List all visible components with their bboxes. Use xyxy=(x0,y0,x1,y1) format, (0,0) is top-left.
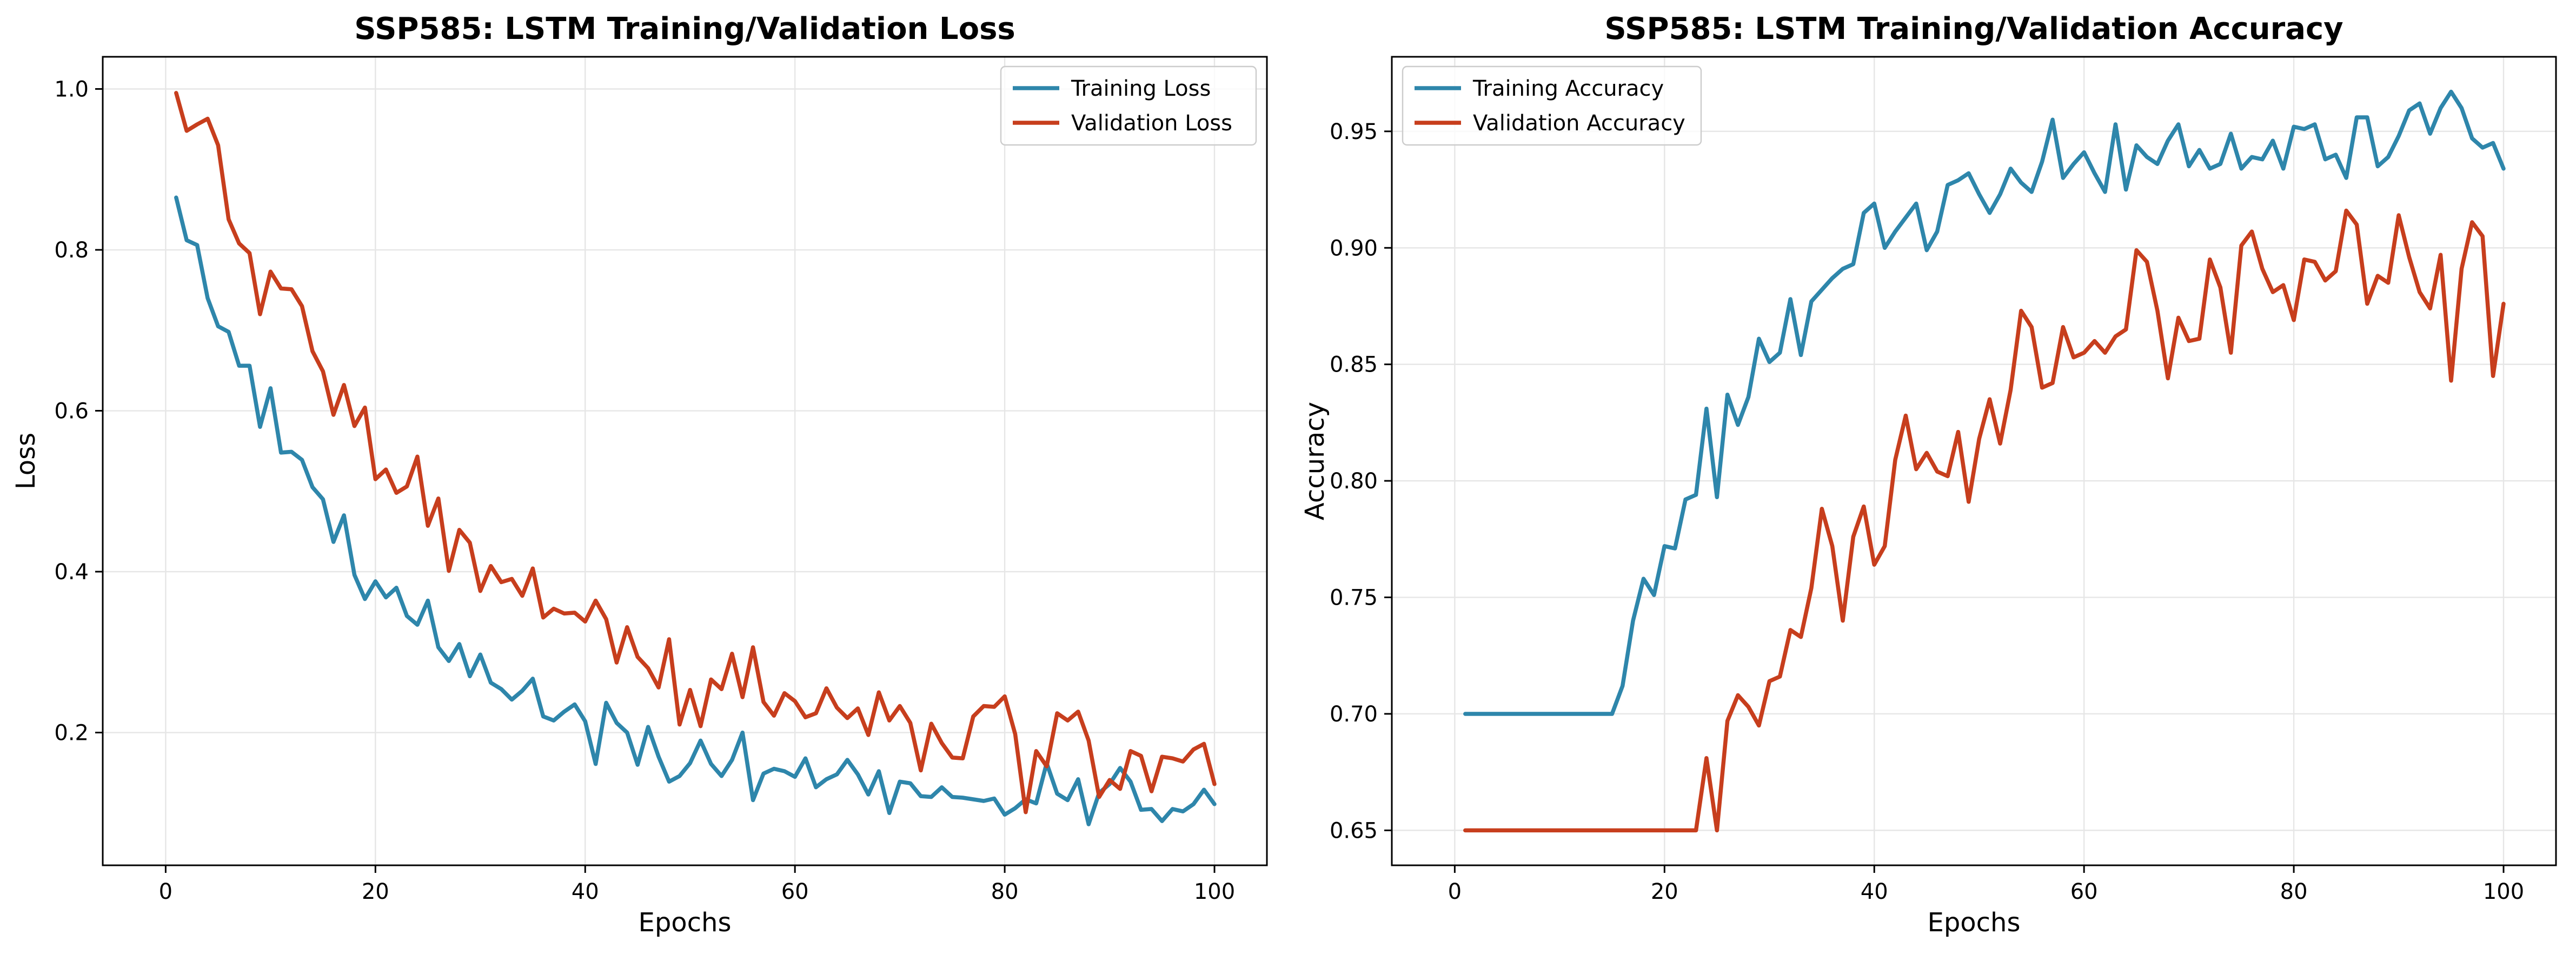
plot-frame xyxy=(102,56,1268,866)
x-tick-label: 100 xyxy=(1194,879,1235,904)
legend-box xyxy=(1402,65,1702,146)
x-tick-label: 20 xyxy=(1651,879,1678,904)
y-tick-label: 0.2 xyxy=(54,721,89,746)
x-tick-label: 60 xyxy=(2070,879,2098,904)
series-line-training xyxy=(174,195,1217,826)
x-tick-label: 0 xyxy=(159,879,172,904)
x-axis-label: Epochs xyxy=(639,907,732,938)
x-tick-label: 60 xyxy=(781,879,809,904)
series-line-validation xyxy=(174,91,1217,814)
x-tick-label: 80 xyxy=(991,879,1019,904)
legend-label: Validation Loss xyxy=(1071,111,1232,136)
legend-label: Training Loss xyxy=(1071,76,1211,101)
y-tick-label: 0.6 xyxy=(54,399,89,424)
legend: Training Loss Validation Loss xyxy=(1000,65,1257,146)
y-tick-label: 1.0 xyxy=(54,77,89,102)
x-tick-label: 40 xyxy=(1861,879,1888,904)
y-tick-label: 0.4 xyxy=(54,560,89,585)
plot-frame xyxy=(1391,56,2557,866)
x-tick-label: 0 xyxy=(1448,879,1462,904)
series-line-training xyxy=(1463,89,2506,716)
y-axis-label: Loss xyxy=(11,433,41,489)
y-tick-label: 0.8 xyxy=(54,238,89,263)
chart-title: SSP585: LSTM Training/Validation Loss xyxy=(354,11,1015,47)
y-tick-label: 0.80 xyxy=(1330,469,1378,494)
chart-panel-2: 0 20 40 60 80 100 0.65 0.70 0.75 0.80 0.85 0.90 0.95… xyxy=(1300,11,2557,938)
legend-box xyxy=(1000,65,1257,146)
legend: Training Accuracy Validation Accuracy xyxy=(1402,65,1702,146)
chart-title: SSP585: LSTM Training/Validation Accurac… xyxy=(1604,11,2343,47)
x-tick-label: 100 xyxy=(2483,879,2524,904)
y-tick-label: 0.85 xyxy=(1330,353,1378,377)
y-tick-label: 0.90 xyxy=(1330,236,1378,261)
y-axis-label: Accuracy xyxy=(1300,402,1330,520)
chart-panel-1: 0 20 40 60 80 100 0.2 0.4 0.6 0.8 1.0 SSP585: LSTM … xyxy=(11,11,1268,938)
y-tick-label: 0.70 xyxy=(1330,702,1378,727)
y-tick-label: 0.95 xyxy=(1330,120,1378,144)
x-tick-label: 20 xyxy=(362,879,389,904)
x-axis-label: Epochs xyxy=(1928,907,2021,938)
y-tick-label: 0.65 xyxy=(1330,818,1378,843)
x-tick-label: 80 xyxy=(2280,879,2308,904)
legend-label: Training Accuracy xyxy=(1472,76,1664,101)
x-tick-label: 40 xyxy=(572,879,599,904)
series-line-validation xyxy=(1463,208,2506,833)
legend-label: Validation Accuracy xyxy=(1473,111,1685,136)
y-tick-label: 0.75 xyxy=(1330,586,1378,611)
